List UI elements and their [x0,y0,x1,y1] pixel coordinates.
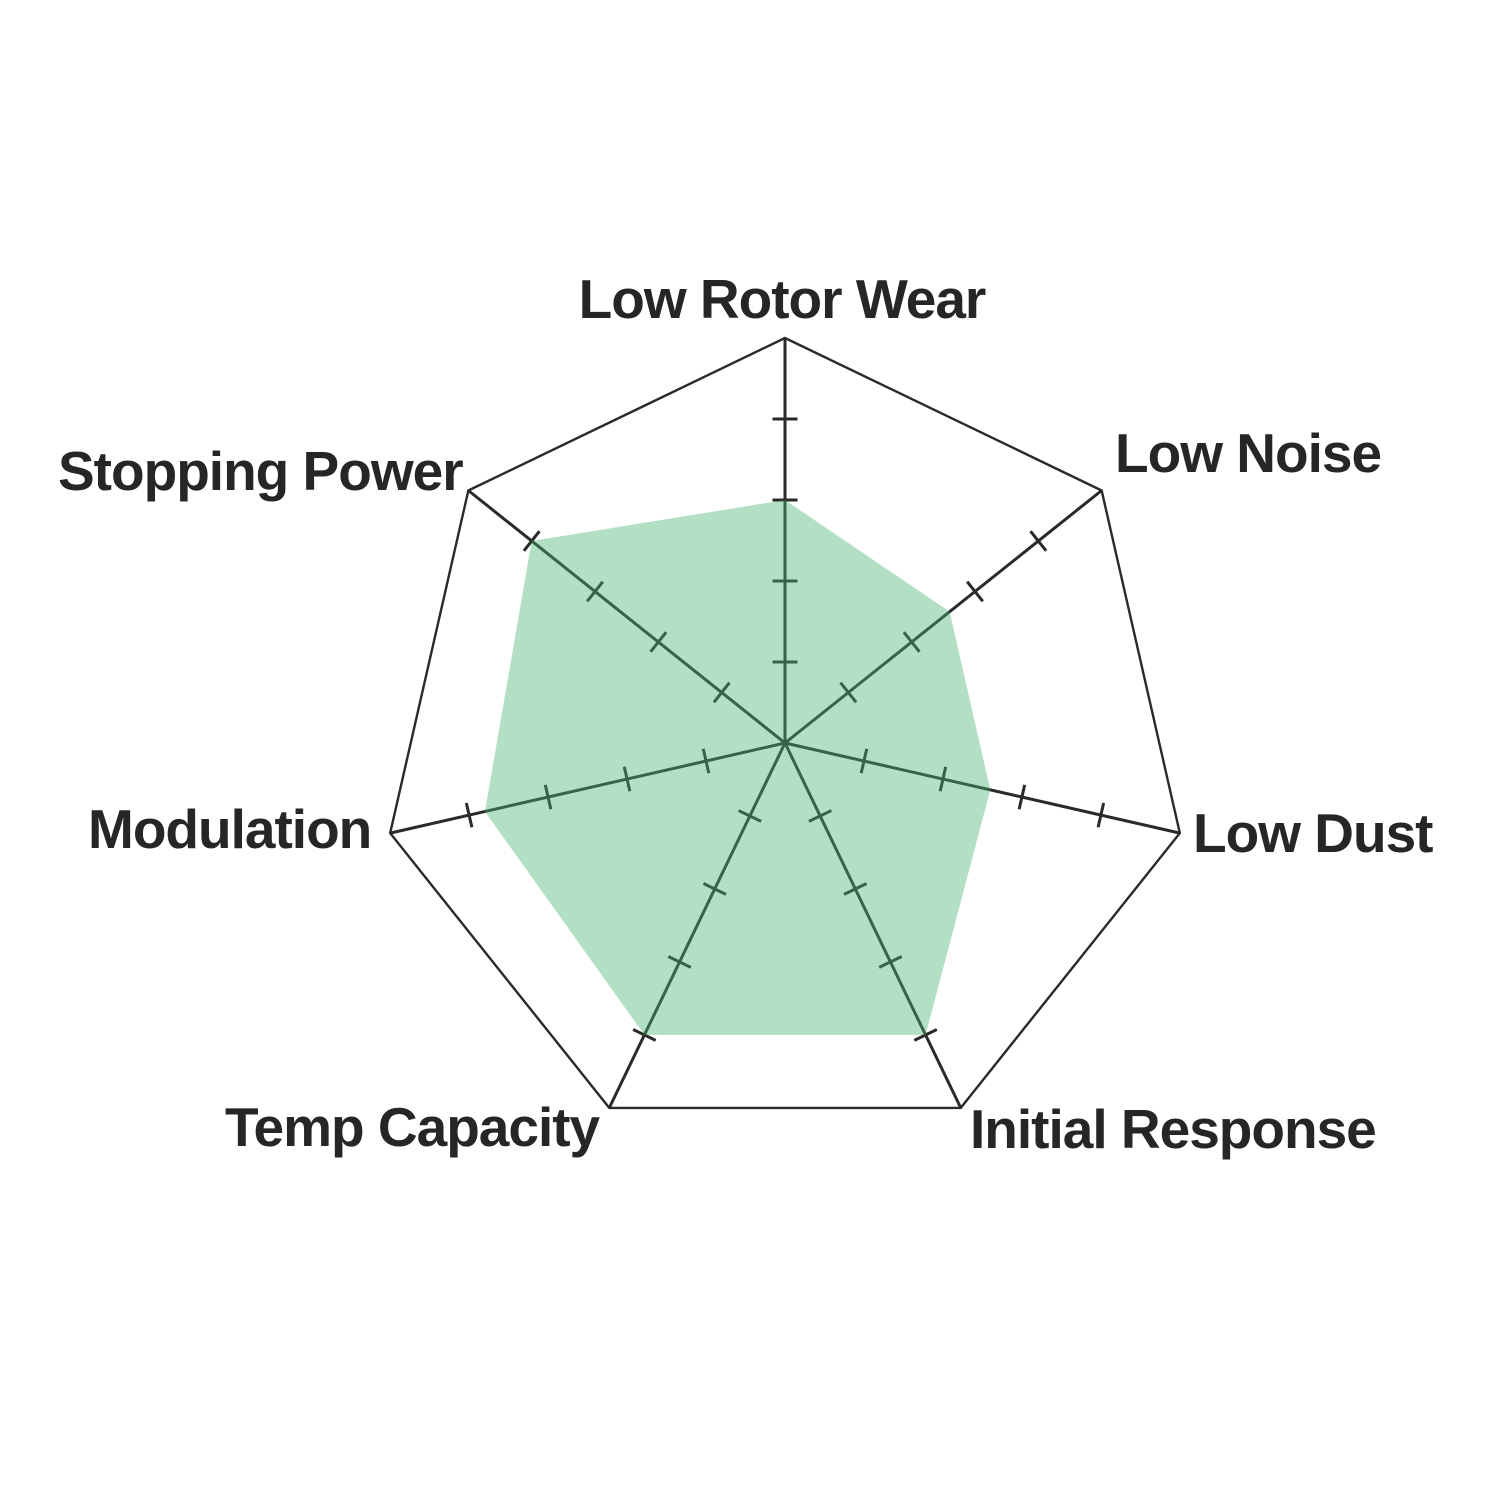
tick-mark [737,809,762,823]
axis-label-modulation: Modulation [88,798,372,860]
tick-mark [701,748,711,774]
tick-mark [843,882,868,896]
axis-label-low-dust: Low Dust [1193,802,1433,864]
tick-mark [1029,530,1048,552]
tick-mark [902,631,921,653]
tick-mark [649,631,668,653]
tick-mark [859,748,869,774]
tick-mark [878,955,903,969]
tick-mark [1096,802,1106,828]
axis-spoke [784,741,1181,835]
axis-label-low-rotor-wear: Low Rotor Wear [578,268,987,330]
axis-label-initial-response: Initial Response [970,1098,1377,1160]
axis-spoke [783,742,963,1109]
axis-label-low-noise: Low Noise [1115,422,1382,484]
tick-mark [522,530,541,552]
tick-mark [464,802,474,828]
radar-outline [388,336,1182,1110]
tick-mark [966,580,984,603]
axis-spoke [607,742,787,1109]
tick-mark [913,1028,938,1042]
axis-label-temp-capacity: Temp Capacity [225,1096,600,1158]
radar-fill-polygon [484,500,991,1035]
tick-mark [938,766,948,792]
axis-label-stopping-power: Stopping Power [58,440,464,502]
tick-mark [808,809,833,823]
tick-mark [839,681,858,704]
tick-mark [702,882,727,896]
tick-mark [712,681,731,704]
tick-mark [667,955,692,969]
axis-spoke [389,741,786,835]
tick-mark [632,1028,657,1042]
tick-mark [1017,784,1027,810]
axis-spoke [467,489,786,745]
tick-mark [622,766,632,792]
axis-spoke [784,489,1103,745]
tick-mark [586,580,604,603]
tick-mark [543,784,553,810]
